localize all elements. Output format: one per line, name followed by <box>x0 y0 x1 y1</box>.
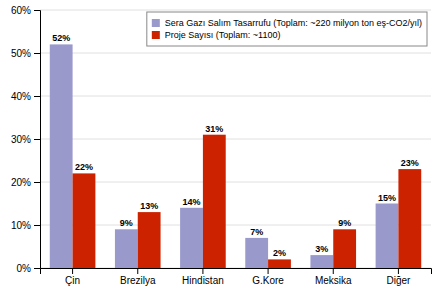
y-tick: 0% <box>17 263 40 274</box>
x-tick: G.Kore <box>252 268 284 286</box>
bar <box>138 212 161 268</box>
chart: 52% 9% 14% 7% 3% 15% 22% 13% 31% 2% 9% 23% Çin Brezil… <box>0 0 443 292</box>
grid <box>40 10 431 268</box>
x-tick: Diğer <box>386 268 411 286</box>
y-tick: 30% <box>11 134 40 145</box>
bar <box>115 229 138 268</box>
x-tick-label: Çin <box>65 275 80 286</box>
y-tick: 20% <box>11 177 40 188</box>
bar <box>50 44 73 268</box>
y-tick-mark <box>34 10 40 11</box>
data-label: 22% <box>75 162 93 172</box>
y-tick-mark <box>34 268 40 269</box>
data-label: 14% <box>183 197 201 207</box>
x-axis: Çin Brezilya Hindistan G.Kore Meksika Diğer <box>41 268 432 286</box>
bar <box>398 169 421 268</box>
bar <box>268 259 291 268</box>
y-tick-mark <box>34 182 40 183</box>
bar-series <box>50 44 399 268</box>
y-tick-label: 50% <box>11 48 31 59</box>
bar <box>245 238 268 268</box>
y-tick-label: 60% <box>11 5 31 16</box>
bar <box>376 204 399 269</box>
legend-swatch <box>152 31 160 39</box>
y-tick: 10% <box>11 220 40 231</box>
x-tick-mark <box>72 268 73 274</box>
legend-box <box>147 12 427 46</box>
y-tick: 60% <box>11 5 40 16</box>
x-tick-mark <box>137 268 138 274</box>
y-tick-mark <box>34 225 40 226</box>
data-label: 2% <box>273 248 286 258</box>
data-label: 9% <box>338 218 351 228</box>
y-tick-label: 0% <box>17 263 32 274</box>
x-tick-mark <box>398 268 399 274</box>
y-tick: 40% <box>11 91 40 102</box>
x-tick: Meksika <box>315 268 352 286</box>
data-labels: 52% 9% 14% 7% 3% 15% 22% 13% 31% 2% 9% 23% <box>52 33 419 258</box>
legend-label: Proje Sayısı (Toplam: ~1100) <box>165 30 281 40</box>
x-tick-mark <box>202 268 203 274</box>
grid-line <box>40 139 431 140</box>
y-axis-line <box>34 11 41 269</box>
y-tick-mark <box>34 53 40 54</box>
grid-line <box>40 96 431 97</box>
y-tick-label: 30% <box>11 134 31 145</box>
plot-area: 52% 9% 14% 7% 3% 15% 22% 13% 31% 2% 9% 23% Çin Brezil… <box>11 5 432 286</box>
data-label: 13% <box>140 201 158 211</box>
data-label: 52% <box>52 33 70 43</box>
data-label: 9% <box>120 218 133 228</box>
grid-line <box>40 182 431 183</box>
bar <box>180 208 203 268</box>
y-tick-label: 10% <box>11 220 31 231</box>
x-tick: Hindistan <box>182 268 224 286</box>
x-tick-label: G.Kore <box>252 275 284 286</box>
x-tick-label: Meksika <box>315 275 352 286</box>
grid-line <box>40 10 431 11</box>
grid-line <box>40 53 431 54</box>
x-tick-label: Diğer <box>386 275 411 286</box>
legend: Sera Gazı Salım Tasarrufu (Toplam: ~220 … <box>147 12 427 46</box>
legend-swatch <box>152 19 160 27</box>
bar <box>73 173 96 268</box>
bar-series <box>73 135 422 268</box>
x-tick: Brezilya <box>120 268 156 286</box>
y-tick-label: 20% <box>11 177 31 188</box>
x-tick: Çin <box>65 268 80 286</box>
y-tick-mark <box>34 139 40 140</box>
y-tick: 50% <box>11 48 40 59</box>
y-tick-label: 40% <box>11 91 31 102</box>
y-tick-mark <box>34 96 40 97</box>
data-label: 3% <box>315 244 328 254</box>
x-tick-label: Brezilya <box>120 275 156 286</box>
data-label: 31% <box>205 124 223 134</box>
x-tick-mark <box>333 268 334 274</box>
data-label: 7% <box>250 227 263 237</box>
legend-label: Sera Gazı Salım Tasarrufu (Toplam: ~220 … <box>165 18 422 28</box>
bar <box>310 255 333 268</box>
y-axis: 0% 10% 20% 30% 40% 50% 60% <box>11 5 41 274</box>
x-tick-label: Hindistan <box>182 275 224 286</box>
bar <box>203 135 226 268</box>
data-label: 15% <box>378 193 396 203</box>
x-tick-mark <box>268 268 269 274</box>
bars <box>50 44 421 268</box>
x-axis-line <box>41 269 432 275</box>
bar <box>333 229 356 268</box>
data-label: 23% <box>401 158 419 168</box>
grid-line <box>40 225 431 226</box>
